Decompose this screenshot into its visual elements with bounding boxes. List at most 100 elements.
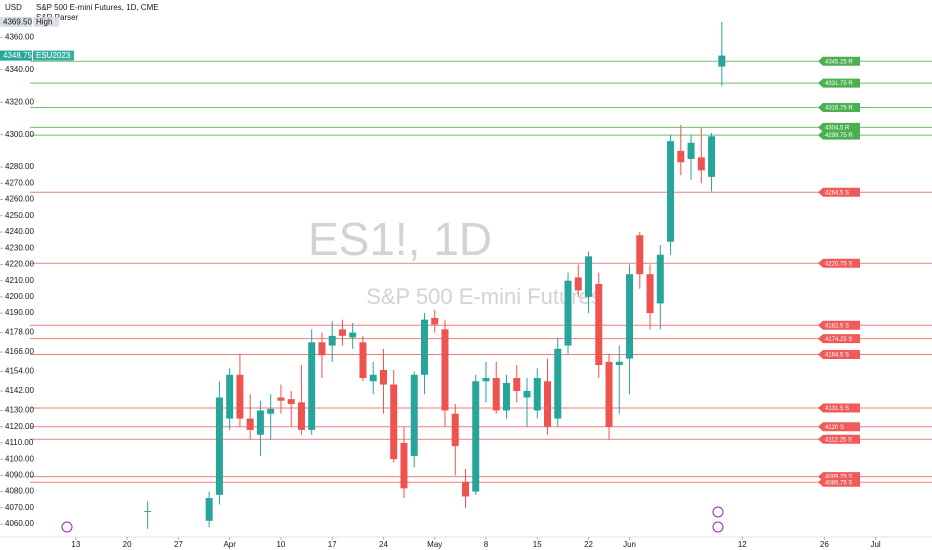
- candle: [256, 400, 264, 456]
- candle-body: [379, 369, 387, 385]
- candle-body: [554, 348, 562, 419]
- candle: [287, 391, 295, 427]
- candle-body: [215, 397, 223, 495]
- level-badge: [818, 56, 860, 66]
- candle: [523, 378, 531, 427]
- x-tick-label: 26: [820, 540, 829, 549]
- y-tick-label: 4210.00: [5, 276, 34, 285]
- candle: [338, 319, 346, 346]
- candle: [400, 426, 408, 499]
- x-tick-label: 22: [584, 540, 593, 549]
- candle: [656, 244, 664, 330]
- level-badge: [818, 130, 860, 140]
- candle: [318, 332, 326, 379]
- x-tick-label: 15: [533, 540, 542, 549]
- y-tick-label: 4320.00: [5, 97, 34, 106]
- candle: [544, 358, 552, 435]
- candle: [585, 251, 593, 314]
- candle: [431, 309, 439, 333]
- candle: [697, 128, 705, 184]
- candle: [636, 232, 644, 289]
- x-tick-label: 8: [484, 540, 489, 549]
- level-label: 4085.75 S: [825, 480, 852, 486]
- x-tick-label: 12: [738, 540, 747, 549]
- candle-body: [246, 418, 254, 430]
- candle: [492, 361, 500, 414]
- price-badge-label: 4348.75: [3, 51, 32, 60]
- x-tick-label: 13: [71, 540, 80, 549]
- candle-body: [359, 342, 367, 379]
- candle-body: [226, 374, 234, 419]
- candle-body: [585, 256, 593, 297]
- y-tick-label: 4240.00: [5, 227, 34, 236]
- candle-body: [236, 374, 244, 419]
- candle-body: [677, 150, 685, 163]
- candle-body: [667, 141, 675, 242]
- candle-body: [697, 157, 705, 171]
- y-tick-label: 4178.00: [5, 328, 34, 337]
- candle: [236, 353, 244, 427]
- candle-body: [277, 397, 285, 401]
- level-label: 4164.5 S: [825, 353, 849, 359]
- candle-body: [718, 55, 726, 67]
- candle: [677, 124, 685, 176]
- level-label: 4345.25 R: [825, 59, 853, 65]
- x-tick-label: 20: [123, 540, 132, 549]
- candle: [369, 361, 377, 395]
- candle-body: [390, 384, 398, 460]
- candle-body: [349, 332, 357, 338]
- y-tick-label: 4190.00: [5, 308, 34, 317]
- candle: [349, 322, 357, 349]
- y-tick-label: 4110.00: [5, 438, 34, 447]
- y-tick-label: 4120.00: [5, 422, 34, 431]
- candle: [379, 348, 387, 414]
- level-badge: [818, 349, 860, 359]
- candle: [420, 313, 428, 395]
- candle: [451, 403, 459, 476]
- y-tick-label: 4154.00: [5, 367, 34, 376]
- candle: [687, 134, 695, 181]
- candle-body: [656, 254, 664, 304]
- y-tick-label: 4360.00: [5, 32, 34, 41]
- level-label: 4304.5 R: [825, 125, 850, 131]
- y-tick-label: 4260.00: [5, 195, 34, 204]
- level-badge: [818, 434, 860, 444]
- candle: [308, 329, 316, 435]
- candle: [390, 369, 398, 463]
- candle-body: [297, 402, 305, 430]
- level-label: 4112.25 S: [825, 437, 852, 443]
- price-badge-label: 4369.50: [3, 18, 32, 27]
- candle-body: [687, 142, 695, 159]
- y-tick-label: 4080.00: [5, 487, 34, 496]
- candle-body: [626, 274, 634, 359]
- chart-title: S&P 500 E-mini Futures, 1D, CME: [36, 3, 159, 12]
- y-tick-label: 4166.00: [5, 347, 34, 356]
- y-tick-label: 4340.00: [5, 65, 34, 74]
- candle-body: [533, 378, 541, 411]
- price-badge-name-bg: [33, 50, 74, 61]
- level-label: 4089.25 S: [825, 475, 852, 481]
- level-badge: [818, 334, 860, 344]
- level-badge: [818, 187, 860, 197]
- candle-body: [595, 283, 603, 366]
- y-tick-label: 4142.00: [5, 386, 34, 395]
- x-tick-label: 27: [174, 540, 183, 549]
- candle-body: [410, 374, 418, 456]
- level-badge: [818, 403, 860, 413]
- level-badge: [818, 102, 860, 112]
- level-label: 4131.5 S: [825, 406, 849, 412]
- candle: [410, 371, 418, 468]
- candle-body: [267, 408, 275, 414]
- candle-body: [400, 442, 408, 489]
- y-tick-label: 4090.00: [5, 470, 34, 479]
- x-tick-label: 10: [276, 540, 285, 549]
- y-tick-label: 4270.00: [5, 178, 34, 187]
- price-badge-name: High: [36, 18, 52, 27]
- candle-body: [318, 342, 326, 356]
- level-label: 4264.5 S: [825, 190, 849, 196]
- y-tick-label: 4280.00: [5, 162, 34, 171]
- event-icon: [61, 521, 73, 533]
- x-tick-label: 17: [328, 540, 337, 549]
- level-label: 4220.75 S: [825, 261, 852, 267]
